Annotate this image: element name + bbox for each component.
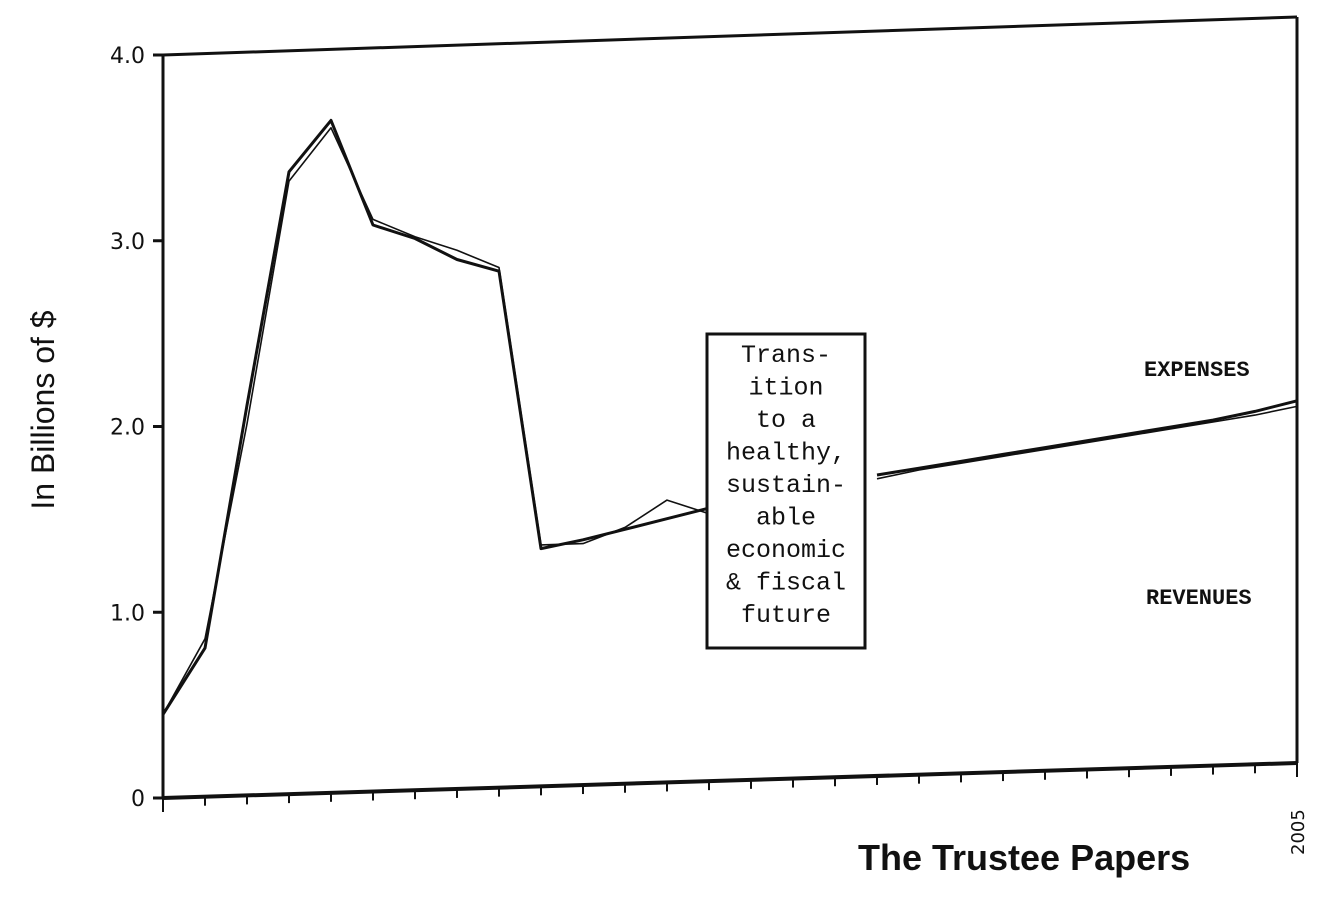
plot-top-border (162, 15, 1298, 57)
annotation-line: to a (756, 406, 816, 435)
y-tick-label: 4.0 (110, 44, 145, 69)
y-axis-ticks: 0 1.0 2.0 3.0 4.0 (110, 44, 163, 812)
annotation-line: healthy, (726, 439, 846, 468)
x-axis-ticks (162, 763, 1298, 812)
annotation-line: Trans- (741, 341, 831, 370)
series-label-expenses: EXPENSES (1144, 358, 1250, 383)
annotation-line: sustain- (726, 471, 846, 500)
annotation-box: Trans-ition to a healthy, sustain-able econo… (705, 332, 867, 650)
y-tick-label: 2.0 (110, 416, 145, 441)
y-tick-label: 1.0 (110, 601, 145, 626)
series-line-revenues (162, 127, 710, 715)
y-tick-label: 3.0 (110, 230, 145, 255)
annotation-line: & fiscal (726, 569, 846, 598)
series-label-revenues: REVENUES (1146, 586, 1252, 611)
annotation-text: Trans-ition to a healthy, sustain-able econo… (726, 341, 846, 630)
x-axis (162, 761, 1298, 800)
footer-caption: The Trustee Papers (858, 837, 1190, 878)
annotation-line: ition (748, 374, 823, 403)
y-axis-label: In Billions of $ (25, 310, 61, 509)
series-line-expenses (876, 399, 1298, 477)
annotation-line: future (741, 601, 831, 630)
annotation-line: economic (726, 536, 846, 565)
series-line-expenses (161, 118, 710, 716)
series-line-revenues (876, 405, 1298, 480)
y-tick-label: 0 (131, 787, 145, 812)
x-tick-label-last: 2005 (1288, 809, 1309, 855)
series-lines (161, 118, 1298, 716)
annotation-line: able (756, 504, 816, 533)
annotation-frame (705, 332, 867, 650)
